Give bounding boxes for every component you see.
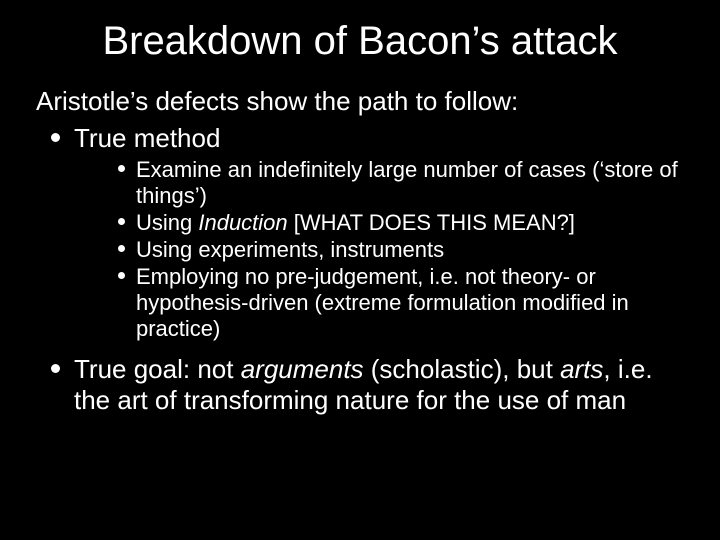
bullet-icon xyxy=(36,123,74,142)
sub-bullet-text: Examine an indefinitely large number of … xyxy=(136,157,684,209)
text-span: [WHAT DOES THIS MEAN?] xyxy=(288,210,575,235)
bullet-icon xyxy=(106,237,136,252)
sub-bullet-list: Examine an indefinitely large number of … xyxy=(106,157,684,342)
sub-bullet: Examine an indefinitely large number of … xyxy=(106,157,684,209)
bullet-icon xyxy=(106,264,136,279)
sub-bullet: Using Induction [WHAT DOES THIS MEAN?] xyxy=(106,210,684,236)
sub-bullet: Using experiments, instruments xyxy=(106,237,684,263)
bullet-true-method: True method xyxy=(36,123,684,154)
text-span: Using xyxy=(136,210,198,235)
bullet-icon xyxy=(106,157,136,172)
text-span: Using experiments, instruments xyxy=(136,237,444,262)
bullet-icon xyxy=(106,210,136,225)
slide-title: Breakdown of Bacon’s attack xyxy=(36,18,684,64)
italic-span: Induction xyxy=(198,210,287,235)
sub-bullet-text: Employing no pre-judgement, i.e. not the… xyxy=(136,264,684,342)
slide-body: Aristotle’s defects show the path to fol… xyxy=(36,86,684,415)
intro-text: Aristotle’s defects show the path to fol… xyxy=(36,86,684,117)
sub-bullet: Employing no pre-judgement, i.e. not the… xyxy=(106,264,684,342)
bullet-true-goal: True goal: not arguments (scholastic), b… xyxy=(36,354,684,415)
text-span: True goal: not xyxy=(74,354,241,384)
slide: Breakdown of Bacon’s attack Aristotle’s … xyxy=(0,0,720,540)
text-span: Examine an indefinitely large number of … xyxy=(136,157,678,208)
sub-bullet-text: Using experiments, instruments xyxy=(136,237,684,263)
sub-bullet-text: Using Induction [WHAT DOES THIS MEAN?] xyxy=(136,210,684,236)
italic-span: arguments xyxy=(241,354,364,384)
bullet-icon xyxy=(36,354,74,373)
text-span: Employing no pre-judgement, i.e. not the… xyxy=(136,264,629,341)
bullet-text: True goal: not arguments (scholastic), b… xyxy=(74,354,684,415)
text-span: (scholastic), but xyxy=(364,354,561,384)
bullet-label: True method xyxy=(74,123,684,154)
italic-span: arts xyxy=(560,354,603,384)
